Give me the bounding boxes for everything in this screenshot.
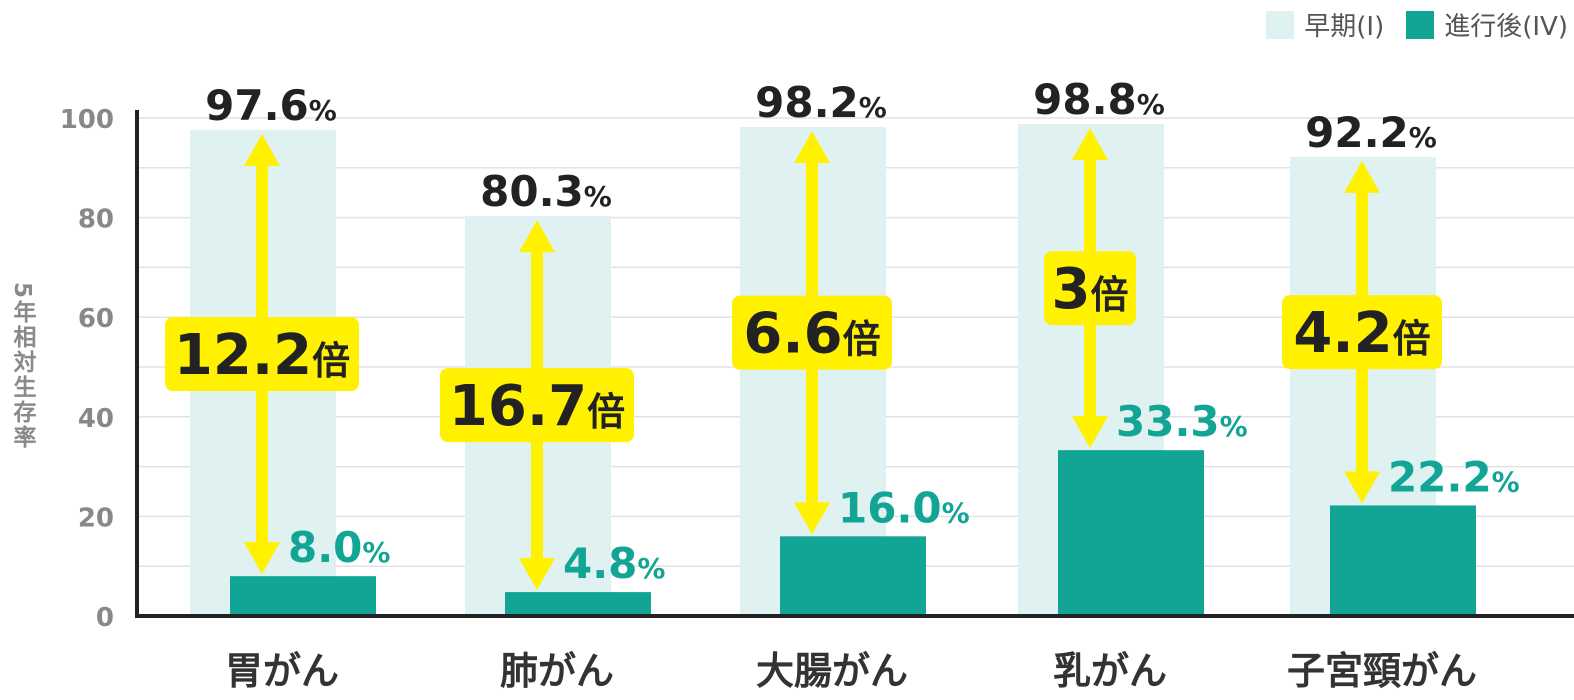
ratio-value: 3 [1052,257,1091,322]
early-value-label: 80.3% [480,167,612,216]
ratio-value: 16.7 [449,374,587,439]
early-value: 97.6 [205,81,309,130]
bar-late [1058,450,1204,616]
ratio-label: 6.6倍 [743,302,880,367]
y-tick-label: 80 [78,205,114,235]
late-value: 16.0 [838,483,942,532]
arrow-head-down [794,502,830,535]
ratio-unit: 倍 [1393,317,1431,361]
legend-item-early: 早期(Ⅰ) [1266,6,1384,43]
ratio-label: 4.2倍 [1293,301,1430,366]
y-tick-label: 60 [78,304,114,334]
legend-swatch-early [1266,10,1295,39]
bar-late [780,536,926,616]
late-value-label: 8.0% [288,523,390,572]
percent-sign: % [584,180,612,213]
bar-late [1330,505,1476,616]
ratio-label: 12.2倍 [174,323,350,388]
percent-sign: % [1409,121,1437,154]
late-value-label: 33.3% [1116,397,1248,446]
late-value-label: 22.2% [1388,452,1520,501]
percent-sign: % [1137,88,1165,121]
ratio-badge [1282,295,1442,370]
ratio-unit: 倍 [312,339,350,383]
late-value: 33.3 [1116,397,1220,446]
percent-sign: % [1492,465,1520,498]
late-value: 4.8 [563,539,637,588]
percent-sign: % [362,536,390,569]
ratio-badge [732,295,892,370]
early-value-label: 98.8% [1033,75,1165,124]
category-label: 胃がん [225,649,339,693]
bar-late [505,592,651,616]
y-axis-label: 5年相対生存率 [9,282,35,451]
late-value: 22.2 [1388,452,1492,501]
category-label: 肺がん [500,649,614,693]
ratio-badge [1044,251,1136,326]
arrow-head-down [519,558,555,591]
arrow-head-up [244,133,280,166]
bar-late [230,576,376,616]
early-value: 92.2 [1305,108,1409,157]
early-value-label: 98.2% [755,78,887,127]
y-tick-label: 40 [78,404,114,434]
legend-label-late: 進行後(IV) [1444,12,1568,42]
arrow-head-up [519,220,555,253]
arrow-head-up [794,130,830,163]
arrow-head-down [244,542,280,575]
early-value: 98.2 [755,78,859,127]
category-label: 乳がん [1053,649,1167,693]
arrow-head-down [1072,416,1108,449]
category-label: 子宮頸がん [1287,649,1477,693]
arrow-head-down [1344,471,1380,504]
ratio-label: 3倍 [1052,257,1129,322]
ratio-value: 4.2 [1293,301,1392,366]
arrow-head-up [1344,160,1380,193]
late-value-label: 4.8% [563,539,665,588]
ratio-unit: 倍 [587,390,625,434]
legend-item-late: 進行後(IV) [1406,6,1568,43]
ratio-value: 6.6 [743,302,842,367]
legend-label-early: 早期(Ⅰ) [1304,12,1385,42]
legend: 早期(Ⅰ) 進行後(IV) [1266,6,1568,43]
y-tick-label: 0 [96,603,114,633]
late-value: 8.0 [288,523,362,572]
ratio-badge [440,368,634,443]
y-tick-label: 100 [60,105,114,135]
category-label: 大腸がん [756,649,908,693]
ratio-unit: 倍 [1090,273,1128,317]
early-value-label: 97.6% [205,81,337,130]
arrow-head-up [1072,127,1108,160]
percent-sign: % [859,91,887,124]
percent-sign: % [942,496,970,529]
percent-sign: % [637,552,665,585]
legend-swatch-late [1406,10,1435,39]
ratio-unit: 倍 [843,318,881,362]
late-value-label: 16.0% [838,483,970,532]
early-value: 98.8 [1033,75,1137,124]
y-tick-label: 20 [78,503,114,533]
ratio-badge [165,317,359,392]
early-value-label: 92.2% [1305,108,1437,157]
early-value: 80.3 [480,167,584,216]
ratio-value: 12.2 [174,323,312,388]
ratio-label: 16.7倍 [449,374,625,439]
percent-sign: % [309,94,337,127]
percent-sign: % [1220,410,1248,443]
ratio-arrow [519,220,555,591]
